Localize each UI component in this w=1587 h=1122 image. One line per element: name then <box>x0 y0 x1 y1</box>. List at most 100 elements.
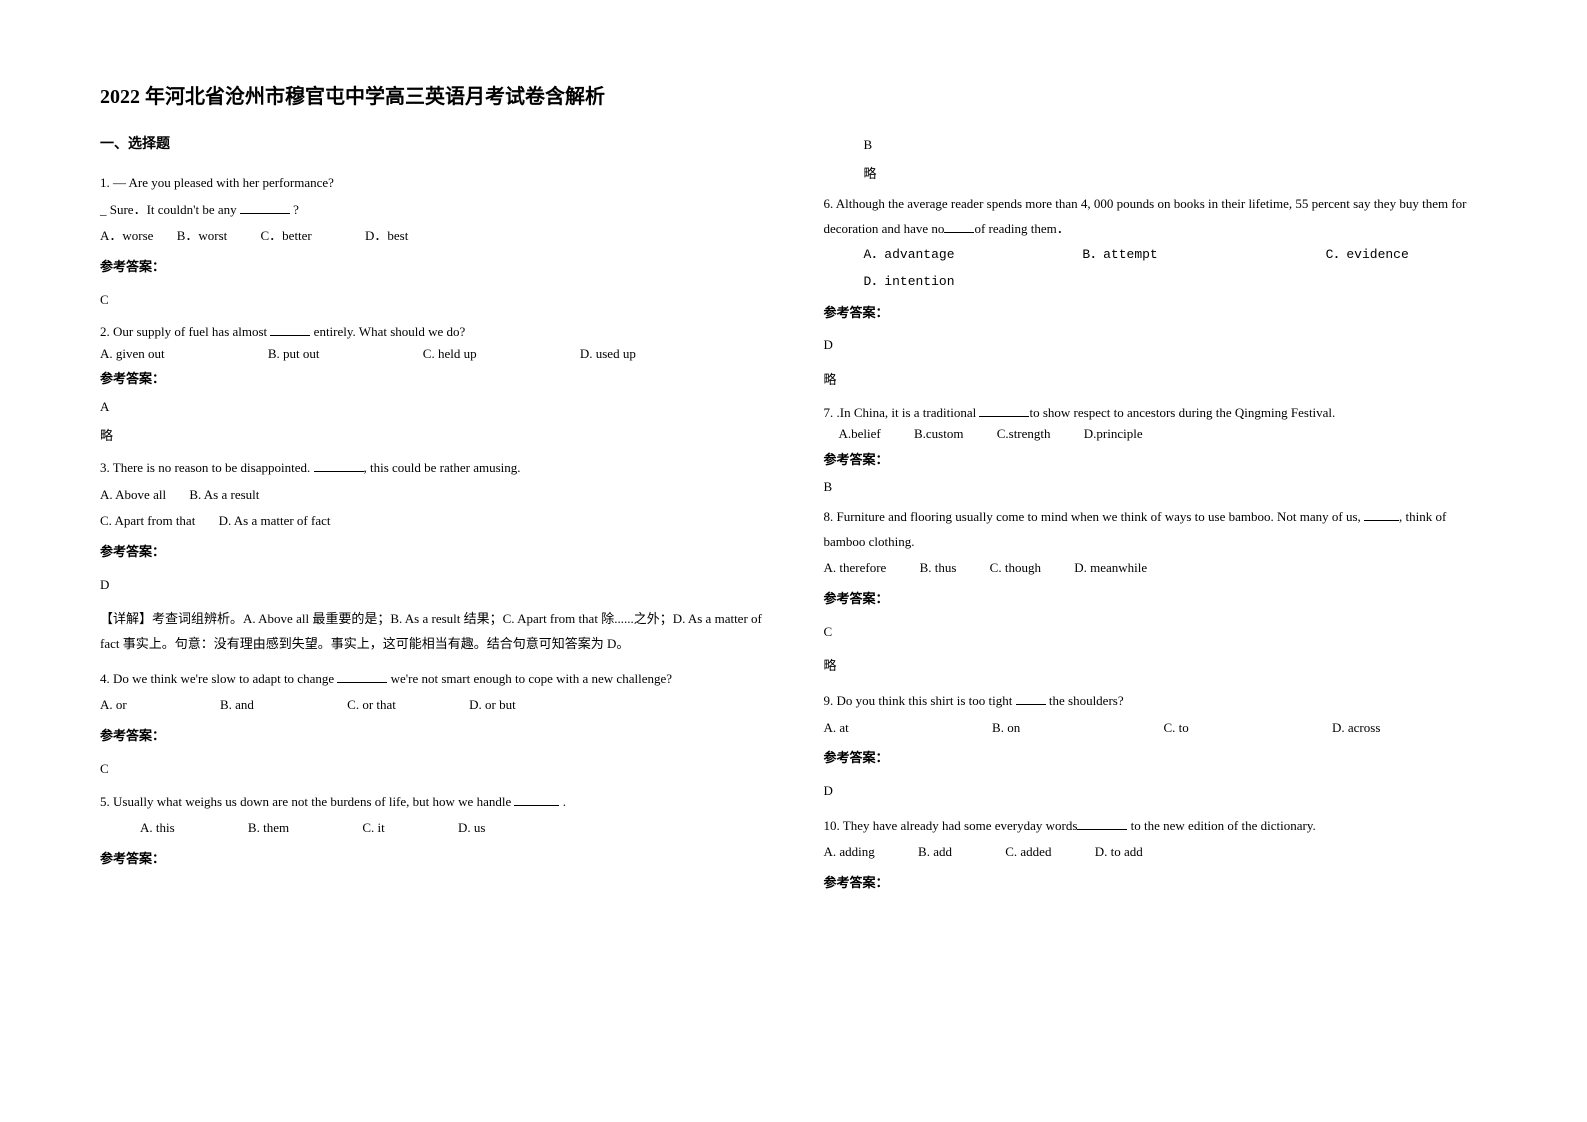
q9-opt-b: B. on <box>992 716 1020 741</box>
q1-opt-d: D．best <box>365 224 408 249</box>
q5-answer-label: 参考答案： <box>100 847 764 872</box>
page-title: 2022 年河北省沧州市穆官屯中学高三英语月考试卷含解析 <box>100 80 1487 109</box>
q3-answer-label: 参考答案： <box>100 540 764 565</box>
q8-opt-c: C. though <box>990 556 1041 581</box>
q5-opt-b: B. them <box>248 816 289 841</box>
q3-opt-d: D. As a matter of fact <box>219 509 331 534</box>
q9-opt-d: D. across <box>1332 716 1380 741</box>
q9-opt-a: A. at <box>824 716 849 741</box>
question-1: 1. — Are you pleased with her performanc… <box>100 171 764 312</box>
question-7: 7. .In China, it is a traditional to sho… <box>824 403 1488 497</box>
q4-opt-d: D. or but <box>469 693 516 718</box>
q1-line2-suffix: ? <box>290 202 299 217</box>
q7-answer-label: 参考答案： <box>824 450 1488 470</box>
q10-answer-label: 参考答案： <box>824 871 1488 896</box>
blank <box>270 323 310 336</box>
q3-line1-prefix: 3. There is no reason to be disappointed… <box>100 460 314 475</box>
q1-answer: C <box>100 288 764 313</box>
question-9: 9. Do you think this shirt is too tight … <box>824 689 1488 804</box>
q3-answer: D <box>100 573 764 598</box>
question-2: 2. Our supply of fuel has almost entirel… <box>100 322 764 446</box>
q5-opt-a: A. this <box>140 816 175 841</box>
q1-opt-a: A．worse <box>100 224 153 249</box>
q10-line1: 10. They have already had some everyday … <box>824 814 1488 839</box>
q7-opt-d: D.principle <box>1084 424 1143 444</box>
q4-opt-b: B. and <box>220 693 254 718</box>
q8-opt-b: B. thus <box>920 556 957 581</box>
question-6: 6. Although the average reader spends mo… <box>824 192 1488 393</box>
q3-options-row2: C. Apart from that D. As a matter of fac… <box>100 509 764 534</box>
blank <box>1364 508 1399 521</box>
q4-opt-a: A. or <box>100 693 127 718</box>
q5-line1-suffix: . <box>559 794 566 809</box>
blank <box>1016 692 1046 705</box>
q7-opt-b: B.custom <box>914 424 963 444</box>
q3-explanation: 【详解】考查词组辨析。A. Above all 最重要的是；B. As a re… <box>100 607 764 656</box>
q10-line1-prefix: 10. They have already had some everyday … <box>824 818 1078 833</box>
q7-line1-suffix: to show respect to ancestors during the … <box>1029 405 1335 420</box>
question-10: 10. They have already had some everyday … <box>824 814 1488 896</box>
q4-line1-prefix: 4. Do we think we're slow to adapt to ch… <box>100 671 337 686</box>
blank <box>337 670 387 683</box>
q7-answer: B <box>824 477 1488 497</box>
q6-line1: 6. Although the average reader spends mo… <box>824 192 1488 241</box>
q1-line1: 1. — Are you pleased with her performanc… <box>100 171 764 196</box>
q5-note: 略 <box>824 163 1488 182</box>
section-heading: 一、选择题 <box>100 133 764 153</box>
q2-answer: A <box>100 397 764 417</box>
q4-opt-c: C. or that <box>347 693 396 718</box>
q8-answer-label: 参考答案： <box>824 587 1488 612</box>
q1-answer-label: 参考答案： <box>100 255 764 280</box>
q3-line1: 3. There is no reason to be disappointed… <box>100 456 764 481</box>
blank <box>979 404 1029 417</box>
q5-line1-prefix: 5. Usually what weighs us down are not t… <box>100 794 514 809</box>
q7-line1: 7. .In China, it is a traditional to sho… <box>824 403 1488 423</box>
two-column-layout: 一、选择题 1. — Are you pleased with her perf… <box>100 133 1487 904</box>
q6-options: A．advantage B．attempt C．evidence <box>824 243 1488 268</box>
q6-note: 略 <box>824 368 1488 393</box>
question-8: 8. Furniture and flooring usually come t… <box>824 505 1488 679</box>
q5-options: A. this B. them C. it D. us <box>100 816 764 841</box>
q8-line1-prefix: 8. Furniture and flooring usually come t… <box>824 509 1365 524</box>
q6-answer-label: 参考答案： <box>824 301 1488 326</box>
q9-answer: D <box>824 779 1488 804</box>
q8-opt-a: A. therefore <box>824 556 887 581</box>
q4-answer: C <box>100 757 764 782</box>
q2-line1-prefix: 2. Our supply of fuel has almost <box>100 324 270 339</box>
q5-answer: B <box>824 137 1488 153</box>
q10-opt-a: A. adding <box>824 840 875 865</box>
q10-opt-c: C. added <box>1005 840 1051 865</box>
q6-line1-suffix: of reading them． <box>974 221 1069 236</box>
q10-opt-b: B. add <box>918 840 952 865</box>
q3-opt-b: B. As a result <box>189 483 259 508</box>
q2-opt-a: A. given out <box>100 344 165 364</box>
q9-opt-c: C. to <box>1163 716 1188 741</box>
q6-opt-a: A．advantage <box>864 243 955 268</box>
q2-opt-c: C. held up <box>423 344 477 364</box>
q9-answer-label: 参考答案： <box>824 746 1488 771</box>
q1-opt-c: C．better <box>261 224 312 249</box>
q1-opt-b: B．worst <box>177 224 228 249</box>
left-column: 一、选择题 1. — Are you pleased with her perf… <box>100 133 764 904</box>
blank <box>240 201 290 214</box>
q2-opt-b: B. put out <box>268 344 320 364</box>
blank <box>1077 817 1127 830</box>
q3-options-row1: A. Above all B. As a result <box>100 483 764 508</box>
q8-options: A. therefore B. thus C. though D. meanwh… <box>824 556 1488 581</box>
q7-line1-prefix: 7. .In China, it is a traditional <box>824 405 980 420</box>
q2-line1: 2. Our supply of fuel has almost entirel… <box>100 322 764 342</box>
q10-options: A. adding B. add C. added D. to add <box>824 840 1488 865</box>
q6-opt-c: C．evidence <box>1326 243 1409 268</box>
q7-opt-a: A.belief <box>839 424 881 444</box>
q9-line1-prefix: 9. Do you think this shirt is too tight <box>824 693 1016 708</box>
q6-opt-d: D．intention <box>864 270 955 295</box>
q1-line2-prefix: _ Sure．It couldn't be any <box>100 202 240 217</box>
blank <box>944 220 974 233</box>
q4-answer-label: 参考答案： <box>100 724 764 749</box>
question-4: 4. Do we think we're slow to adapt to ch… <box>100 667 764 782</box>
q2-line1-suffix: entirely. What should we do? <box>310 324 465 339</box>
q10-line1-suffix: to the new edition of the dictionary. <box>1127 818 1315 833</box>
right-column: B 略 6. Although the average reader spend… <box>824 133 1488 904</box>
q9-line1-suffix: the shoulders? <box>1046 693 1124 708</box>
q10-opt-d: D. to add <box>1095 840 1143 865</box>
